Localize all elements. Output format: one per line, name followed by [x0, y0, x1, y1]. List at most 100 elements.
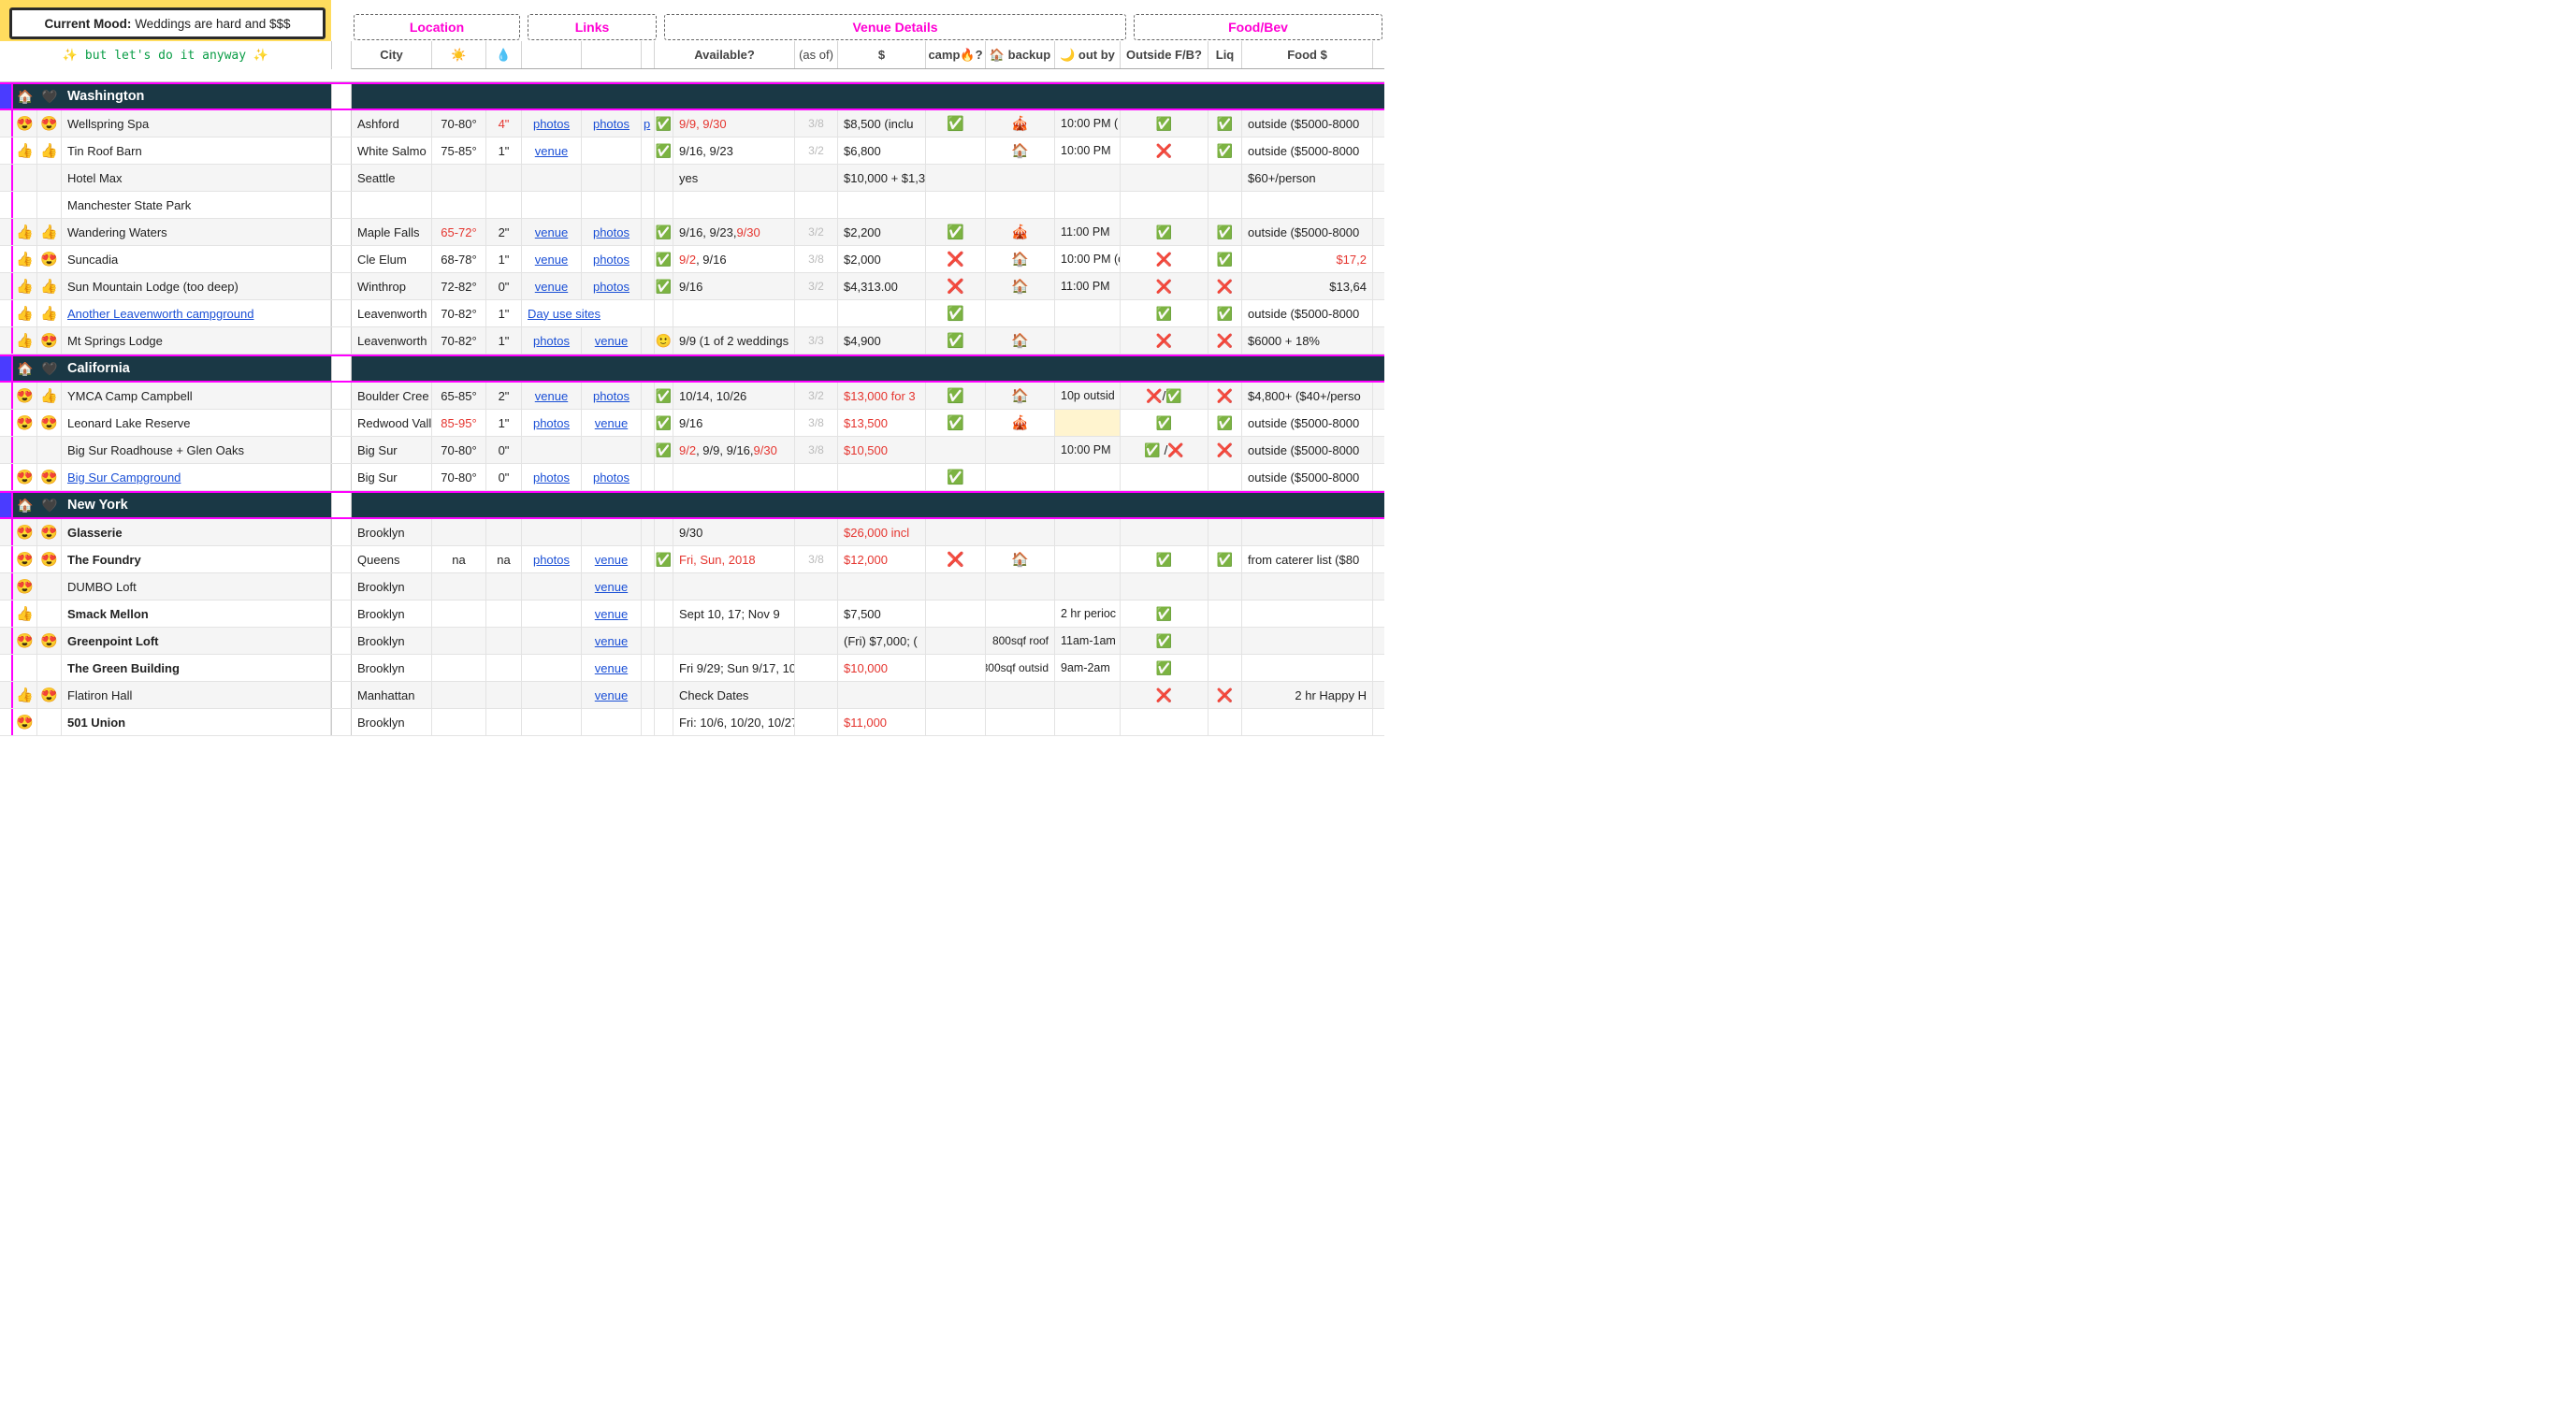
- price[interactable]: $7,500: [838, 600, 926, 627]
- outside-fb[interactable]: ✅: [1121, 300, 1208, 326]
- backup[interactable]: [986, 600, 1055, 627]
- price[interactable]: $13,500: [838, 410, 926, 436]
- available[interactable]: 9/9, 9/30: [673, 110, 795, 137]
- camp[interactable]: [926, 628, 986, 654]
- available-flag[interactable]: [655, 682, 673, 708]
- available[interactable]: Fri: 10/6, 10/20, 10/27, 11: [673, 709, 795, 735]
- out-by[interactable]: [1055, 546, 1121, 572]
- venue-row[interactable]: 👍👍Another Leavenworth campgroundLeavenwo…: [0, 300, 1384, 327]
- venue-row[interactable]: 👍👍Tin Roof BarnWhite Salmo75-85°1"venue✅…: [0, 137, 1384, 165]
- camp[interactable]: [926, 137, 986, 164]
- backup[interactable]: [986, 682, 1055, 708]
- venue-row[interactable]: 😍😍GlasserieBrooklyn9/30$26,000 incl: [0, 519, 1384, 546]
- link-1[interactable]: [522, 573, 582, 600]
- out-by[interactable]: 10:00 PM (ca: [1055, 246, 1121, 272]
- available-flag[interactable]: 🙂: [655, 327, 673, 354]
- available[interactable]: yes: [673, 165, 795, 191]
- link[interactable]: venue: [595, 688, 628, 702]
- city[interactable]: Big Sur: [352, 464, 432, 490]
- temp[interactable]: [432, 709, 486, 735]
- price[interactable]: $10,000 + $1,3: [838, 165, 926, 191]
- as-of[interactable]: [795, 519, 838, 545]
- rain[interactable]: 1": [486, 137, 522, 164]
- link-2[interactable]: photos: [582, 464, 642, 490]
- venue-name[interactable]: Flatiron Hall: [62, 682, 331, 708]
- available[interactable]: 9/2, 9/9, 9/16, 9/30: [673, 437, 795, 463]
- food-price[interactable]: [1242, 192, 1373, 218]
- link-2[interactable]: [582, 709, 642, 735]
- out-by[interactable]: 9am-2am: [1055, 655, 1121, 681]
- available-flag[interactable]: [655, 709, 673, 735]
- link[interactable]: venue: [535, 225, 568, 239]
- rating-2[interactable]: 😍: [37, 464, 62, 490]
- rating-2[interactable]: [37, 709, 62, 735]
- link[interactable]: photos: [533, 334, 570, 348]
- available[interactable]: [673, 300, 795, 326]
- city[interactable]: Seattle: [352, 165, 432, 191]
- rain[interactable]: 1": [486, 327, 522, 354]
- venue-row[interactable]: 😍😍Big Sur CampgroundBig Sur70-80°0"photo…: [0, 464, 1384, 491]
- mood-box[interactable]: Current Mood: Weddings are hard and $$$: [9, 7, 326, 39]
- camp[interactable]: [926, 573, 986, 600]
- out-by[interactable]: [1055, 709, 1121, 735]
- link-1[interactable]: [522, 519, 582, 545]
- link[interactable]: venue: [595, 661, 628, 675]
- venue-name[interactable]: Hotel Max: [62, 165, 331, 191]
- outside-fb[interactable]: ❌: [1121, 246, 1208, 272]
- rating-2[interactable]: 👍: [37, 273, 62, 299]
- available-flag[interactable]: ✅: [655, 137, 673, 164]
- venue-name[interactable]: Wellspring Spa: [62, 110, 331, 137]
- available[interactable]: 9/16: [673, 410, 795, 436]
- city[interactable]: Big Sur: [352, 437, 432, 463]
- venue-row[interactable]: 👍👍Wandering WatersMaple Falls65-72°2"ven…: [0, 219, 1384, 246]
- city[interactable]: Queens: [352, 546, 432, 572]
- available[interactable]: 10/14, 10/26: [673, 383, 795, 409]
- link-3[interactable]: [642, 655, 655, 681]
- available[interactable]: [673, 573, 795, 600]
- rating-2[interactable]: [37, 437, 62, 463]
- rating-1[interactable]: [13, 655, 37, 681]
- city[interactable]: Brooklyn: [352, 600, 432, 627]
- food-price[interactable]: 2 hr Happy H: [1242, 682, 1373, 708]
- rain[interactable]: [486, 192, 522, 218]
- col-asof[interactable]: (as of): [795, 41, 838, 68]
- link-1[interactable]: photos: [522, 546, 582, 572]
- available-flag[interactable]: [655, 573, 673, 600]
- venue-row[interactable]: 😍501 UnionBrooklynFri: 10/6, 10/20, 10/2…: [0, 709, 1384, 736]
- available[interactable]: [673, 464, 795, 490]
- link-3[interactable]: [642, 327, 655, 354]
- backup[interactable]: [986, 573, 1055, 600]
- outside-fb[interactable]: ✅: [1121, 655, 1208, 681]
- link-2[interactable]: [582, 519, 642, 545]
- link[interactable]: photos: [533, 553, 570, 567]
- link-cell[interactable]: Day use sites: [522, 300, 655, 326]
- outside-fb[interactable]: ✅: [1121, 546, 1208, 572]
- link-3[interactable]: [642, 273, 655, 299]
- food-price[interactable]: $17,2: [1242, 246, 1373, 272]
- link[interactable]: photos: [593, 117, 630, 131]
- available-flag[interactable]: [655, 600, 673, 627]
- food-price[interactable]: [1242, 709, 1373, 735]
- link-1[interactable]: venue: [522, 273, 582, 299]
- link[interactable]: venue: [535, 280, 568, 294]
- liq[interactable]: ✅: [1208, 546, 1242, 572]
- col-avail[interactable]: Available?: [655, 41, 795, 68]
- temp[interactable]: [432, 519, 486, 545]
- liq[interactable]: [1208, 573, 1242, 600]
- venue-name[interactable]: 501 Union: [62, 709, 331, 735]
- col-backup[interactable]: 🏠 backup: [986, 41, 1055, 68]
- link-2[interactable]: [582, 137, 642, 164]
- out-by[interactable]: [1055, 519, 1121, 545]
- venue-name[interactable]: Smack Mellon: [62, 600, 331, 627]
- food-price[interactable]: $60+/person: [1242, 165, 1373, 191]
- liq[interactable]: ❌: [1208, 327, 1242, 354]
- link-3[interactable]: [642, 709, 655, 735]
- outside-fb[interactable]: [1121, 165, 1208, 191]
- link[interactable]: Another Leavenworth campground: [67, 307, 253, 321]
- food-price[interactable]: [1242, 655, 1373, 681]
- rating-1[interactable]: [13, 165, 37, 191]
- rating-2[interactable]: [37, 600, 62, 627]
- available[interactable]: Check Dates: [673, 682, 795, 708]
- backup[interactable]: [986, 464, 1055, 490]
- price[interactable]: $26,000 incl: [838, 519, 926, 545]
